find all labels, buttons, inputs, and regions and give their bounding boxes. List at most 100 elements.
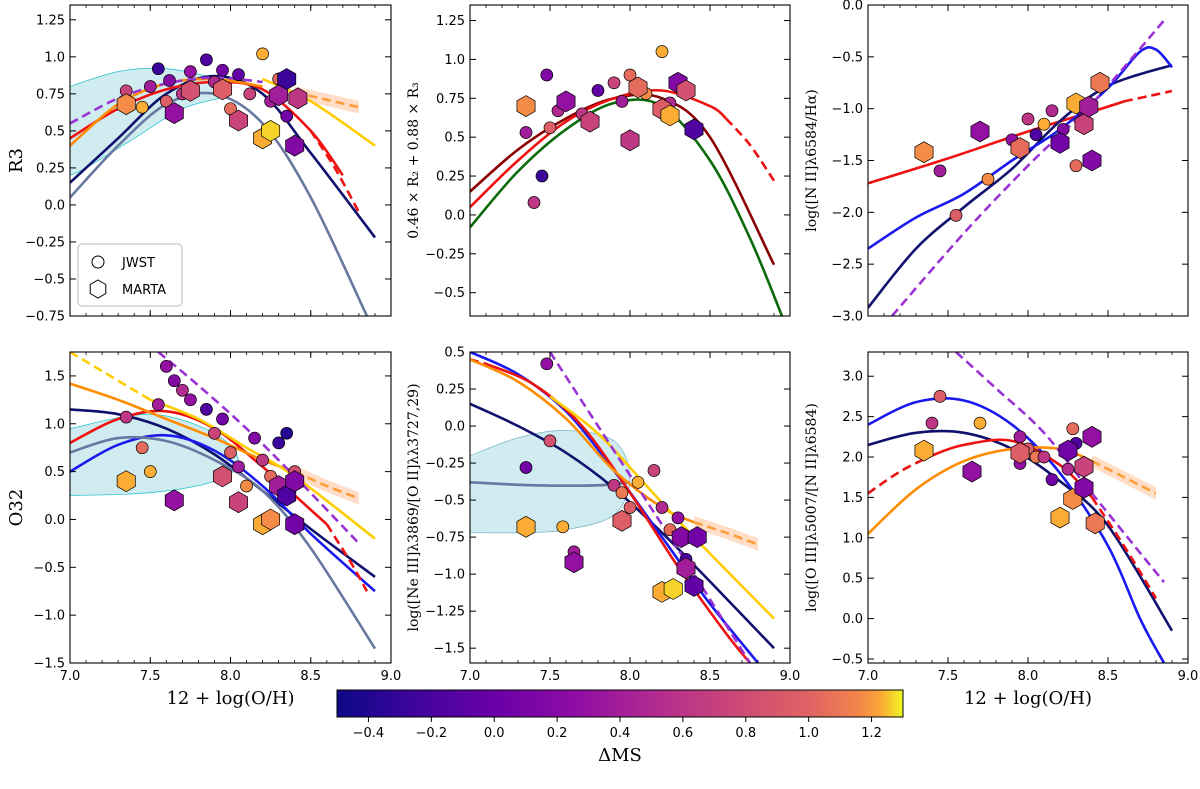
marta-point bbox=[612, 509, 632, 532]
legend-label: JWST bbox=[121, 256, 155, 271]
legend-label: MARTA bbox=[122, 283, 166, 298]
marta-point bbox=[970, 120, 990, 143]
y-tick-label: −1.5 bbox=[831, 154, 863, 169]
x-axis-label: 12 + log(O/H) bbox=[166, 688, 294, 709]
marta-point bbox=[1082, 149, 1102, 172]
jwst-point bbox=[216, 412, 229, 426]
y-tick-label: −1.5 bbox=[433, 642, 465, 657]
jwst-point bbox=[200, 53, 213, 67]
legend: JWST MARTA bbox=[77, 243, 183, 307]
marta-point bbox=[516, 95, 536, 118]
y-tick-label: 1.5 bbox=[842, 491, 863, 506]
marta-point bbox=[1074, 455, 1094, 478]
y-axis-label: log([N II]λ6584/Hα) bbox=[804, 89, 820, 231]
marta-point bbox=[277, 68, 297, 90]
curve-red bbox=[868, 100, 1125, 185]
marta-point bbox=[1082, 425, 1102, 448]
marta-point bbox=[164, 102, 184, 125]
x-axis-label: 12 + log(O/H) bbox=[964, 688, 1092, 709]
marta-point bbox=[663, 578, 683, 600]
jwst-point bbox=[184, 393, 197, 407]
jwst-point bbox=[623, 501, 637, 514]
colorbar-tick-label: −0.4 bbox=[353, 726, 385, 741]
x-tick-label: 8.5 bbox=[1098, 669, 1119, 684]
jwst-point bbox=[143, 465, 157, 478]
panel-r3: 1.25 1.0 0.75 0.5 0.25 0.0 −0.25 −0.5 −0.75 R3 JWS… bbox=[6, 4, 392, 325]
marta-point bbox=[1079, 95, 1099, 118]
curve-uncertainty-band bbox=[694, 516, 758, 551]
curve-green bbox=[470, 98, 784, 316]
y-tick-label: −0.5 bbox=[33, 561, 65, 576]
x-tick-label: 7.5 bbox=[140, 669, 161, 684]
jwst-point bbox=[200, 403, 213, 416]
x-tick-label: 8.5 bbox=[300, 669, 321, 684]
marta-point bbox=[556, 90, 576, 113]
y-tick-label: 2.0 bbox=[842, 451, 863, 466]
marta-point bbox=[914, 141, 934, 164]
marta-point bbox=[285, 470, 305, 493]
y-tick-label: 0.5 bbox=[842, 572, 863, 587]
plot-area-o3n2 bbox=[868, 352, 1174, 663]
jwst-point bbox=[256, 453, 269, 467]
marta-point bbox=[1074, 113, 1094, 136]
marta-point bbox=[116, 470, 136, 493]
jwst-point bbox=[1037, 450, 1051, 464]
y-tick-label: 0.75 bbox=[36, 87, 65, 102]
y-tick-label: 0.0 bbox=[44, 513, 65, 528]
x-tick-label: 7.5 bbox=[540, 669, 561, 684]
jwst-point bbox=[1013, 430, 1027, 444]
jwst-point bbox=[949, 209, 963, 222]
y-tick-label: 1.5 bbox=[44, 369, 65, 384]
marta-point bbox=[1074, 476, 1094, 499]
x-tick-label: 9.0 bbox=[1178, 669, 1199, 684]
jwst-point bbox=[607, 76, 621, 90]
curve-red-dashed2 bbox=[1090, 496, 1158, 600]
y-tick-label: 0.25 bbox=[36, 161, 65, 176]
y-tick-label: −0.75 bbox=[25, 310, 65, 325]
marta-point bbox=[229, 109, 248, 132]
jwst-point bbox=[543, 434, 557, 448]
jwst-point bbox=[925, 416, 939, 430]
marta-point bbox=[116, 93, 136, 116]
jwst-point bbox=[1045, 104, 1059, 118]
y-axis-label: 0.46 × R₂ + 0.88 × R₃ bbox=[406, 82, 422, 239]
jwst-point bbox=[527, 196, 541, 209]
x-tick-label: 7.0 bbox=[858, 669, 879, 684]
jwst-point bbox=[655, 501, 669, 514]
panel-n2: 0.0 −0.5 −1.0 −1.5 −2.0 −2.5 −3.0 log([N II]λ65… bbox=[804, 0, 1189, 325]
x-tick-label: 7.5 bbox=[938, 669, 959, 684]
jwst-point bbox=[655, 45, 669, 58]
jwst-point bbox=[176, 383, 189, 397]
jwst-point bbox=[1061, 462, 1075, 476]
curve-red-dashed bbox=[325, 523, 369, 592]
jwst-point bbox=[556, 520, 570, 534]
jwst-point bbox=[232, 68, 245, 81]
jwst-point bbox=[623, 68, 637, 82]
x-tick-label: 8.0 bbox=[620, 669, 641, 684]
y-tick-label: 0.0 bbox=[44, 198, 65, 213]
marta-point bbox=[684, 575, 704, 597]
jwst-point bbox=[1045, 473, 1059, 486]
marta-point bbox=[684, 118, 704, 141]
marta-point bbox=[1050, 131, 1070, 154]
curve-red-dashed bbox=[309, 130, 361, 213]
panel-rhat: 1.25 1.0 0.75 0.5 0.25 0.0 −0.25 −0.5 0.46 × R₂ … bbox=[406, 4, 791, 317]
jwst-point bbox=[607, 478, 621, 492]
y-tick-label: 1.0 bbox=[842, 531, 863, 546]
y-tick-label: 1.0 bbox=[44, 50, 65, 65]
colorbar-tick-label: 1.2 bbox=[861, 726, 882, 741]
curve-red-dashed bbox=[725, 117, 776, 182]
marta-point bbox=[687, 526, 707, 549]
y-tick-label: −0.25 bbox=[425, 457, 465, 472]
jwst-point bbox=[163, 74, 176, 87]
y-tick-label: −0.5 bbox=[433, 286, 465, 301]
marta-point bbox=[628, 76, 648, 99]
jwst-point bbox=[1021, 112, 1035, 126]
y-axis-label: log([O III]λ5007/[N II]λ6584) bbox=[804, 403, 820, 612]
jwst-point bbox=[240, 479, 253, 493]
plot-area-r3 bbox=[70, 47, 377, 316]
curve-gold-dashed bbox=[70, 352, 151, 401]
y-tick-label: −0.25 bbox=[425, 247, 465, 262]
y-tick-label: 0.5 bbox=[444, 346, 465, 361]
panel-o3n2: 7.0 7.5 8.0 8.5 9.0 3.0 2.5 2.0 1.5 1.0 0.5 0.0 −0.5… bbox=[804, 351, 1199, 709]
